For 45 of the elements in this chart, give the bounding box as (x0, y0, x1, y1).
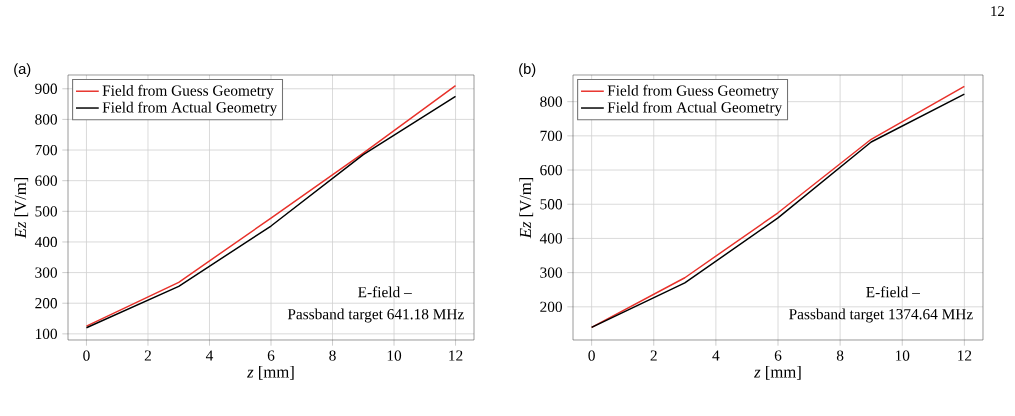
text: (b) (519, 63, 536, 77)
y-tick-label: 500 (540, 199, 563, 210)
x-tick-label: 12 (449, 350, 463, 361)
y-tick-label: 100 (35, 328, 58, 340)
y-tick-label: 400 (539, 233, 563, 244)
text: (a) (14, 63, 31, 77)
x-tick-label: 2 (650, 350, 657, 361)
y-tick-label: 200 (35, 298, 58, 309)
x-tick-label: 6 (267, 350, 275, 361)
y-tick-label: 800 (35, 114, 58, 125)
legend-label: Field from Guess Geometry (607, 84, 779, 99)
y-tick-label: 700 (35, 144, 58, 156)
y-tick-label: 600 (540, 164, 563, 176)
y-axis-title: Ez [V/m] (14, 177, 29, 239)
annotation: E-field – (866, 286, 920, 298)
x-tick-label: 0 (588, 350, 595, 361)
annotation: Passband target 641.18 MHz (287, 308, 464, 323)
y-tick-label: 200 (540, 301, 563, 312)
y-tick-label: 400 (34, 236, 58, 248)
x-axis-title: z [mm] (753, 365, 801, 380)
annotation: Passband target 1374.64 MHz (789, 308, 973, 323)
x-tick-label: 10 (387, 350, 402, 361)
x-tick-label: 8 (836, 350, 844, 361)
legend-label: Field from Actual Geometry (607, 101, 783, 116)
annotation: E-field – (358, 286, 412, 298)
x-tick-label: 4 (712, 350, 720, 361)
y-tick-label: 800 (540, 96, 563, 107)
y-tick-label: 500 (35, 206, 58, 217)
legend-label: Field from Actual Geometry (102, 101, 278, 116)
y-axis-title: Ez [V/m] (519, 177, 534, 239)
x-tick-label: 10 (895, 350, 910, 361)
text: 12 (991, 6, 1004, 16)
y-tick-label: 300 (540, 267, 563, 278)
x-axis-title: z [mm] (246, 365, 294, 380)
y-tick-label: 900 (35, 83, 58, 94)
y-tick-label: 600 (35, 175, 58, 186)
y-tick-label: 700 (540, 130, 563, 142)
x-tick-label: 8 (329, 350, 336, 361)
x-tick-label: 6 (774, 350, 782, 361)
x-tick-label: 12 (958, 350, 972, 361)
legend-label: Field from Guess Geometry (102, 84, 274, 99)
y-tick-label: 300 (35, 267, 58, 278)
x-tick-label: 2 (144, 350, 151, 361)
x-tick-label: 4 (205, 350, 214, 361)
x-tick-label: 0 (83, 350, 90, 361)
